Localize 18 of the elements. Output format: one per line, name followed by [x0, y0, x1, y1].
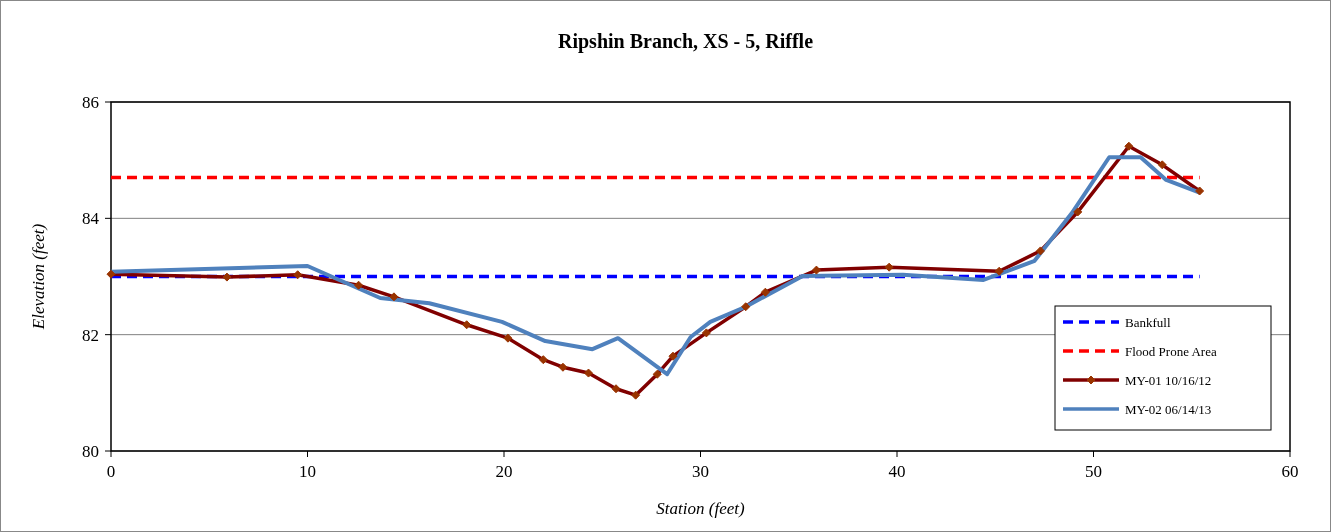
x-axis-title: Station (feet) [656, 499, 745, 518]
legend-label: MY-01 10/16/12 [1125, 373, 1212, 388]
x-tick-label: 30 [692, 462, 709, 481]
x-tick-label: 40 [888, 462, 906, 481]
x-tick-label: 10 [299, 462, 316, 481]
x-tick-label: 60 [1281, 462, 1299, 481]
y-axis-title: Elevation (feet) [29, 223, 48, 331]
y-tick-label: 80 [82, 442, 99, 461]
x-tick-label: 50 [1085, 462, 1102, 481]
y-tick-label: 86 [82, 93, 99, 112]
x-tick-label: 20 [495, 462, 513, 481]
y-tick-label: 84 [82, 209, 100, 229]
legend-label: MY-02 06/14/13 [1125, 402, 1212, 417]
legend-label: Bankfull [1125, 315, 1171, 330]
x-tick-label: 0 [106, 462, 116, 481]
chart-title: Ripshin Branch, XS - 5, Riffle [557, 30, 814, 53]
y-tick-label: 82 [82, 325, 99, 345]
legend-label: Flood Prone Area [1125, 344, 1217, 359]
